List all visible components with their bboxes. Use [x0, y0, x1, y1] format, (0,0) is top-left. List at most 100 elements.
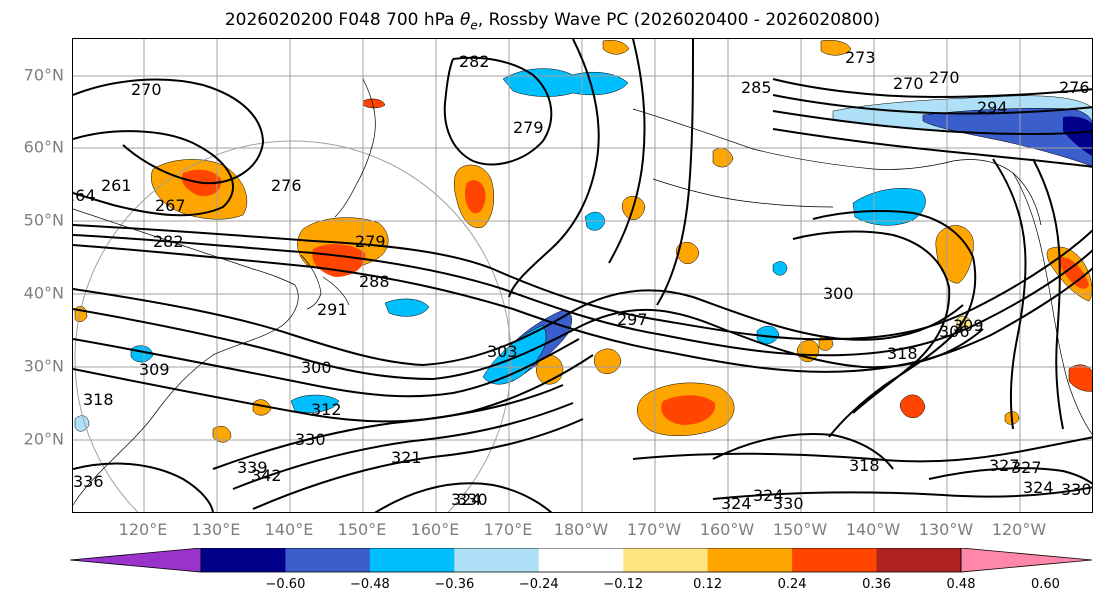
contour-label: 339	[237, 458, 268, 477]
contour-label: 267	[155, 196, 186, 215]
positive-anomaly-subtropics-core	[661, 395, 716, 425]
lat-label-50n: 50°N	[23, 210, 64, 230]
map-panel: 270 261 264 267 282 279 288 291 300 309 318 312 330 3…	[72, 38, 1093, 513]
contour-line	[73, 234, 1092, 357]
positive-anomaly-hawaii-n	[594, 348, 622, 374]
contour-line	[73, 338, 580, 398]
colorbar-bin	[876, 548, 962, 572]
contour-line	[712, 486, 1092, 500]
colorbar-bin	[285, 548, 371, 572]
contour-line	[712, 433, 894, 470]
lon-label-160w: 160°W	[699, 520, 755, 539]
negative-anomaly-nw-pacific	[502, 68, 629, 97]
contour-label: 300	[301, 358, 332, 377]
contour-line	[928, 467, 1092, 485]
contour-label: 309	[953, 316, 984, 335]
contour-line	[252, 418, 584, 510]
contour-label: 270	[893, 74, 924, 93]
lat-label-40n: 40°N	[23, 283, 64, 303]
contour-line	[812, 210, 977, 438]
contour-label: 342	[251, 466, 282, 485]
contour-label: 276	[1059, 78, 1090, 97]
positive-anomaly-small-7	[712, 148, 734, 168]
colorbar-bin	[623, 548, 709, 572]
positive-anomaly-east-sub2	[900, 394, 926, 418]
map-canvas: 270 261 264 267 282 279 288 291 300 309 318 312 330 3…	[73, 39, 1092, 512]
lon-label-140w: 140°W	[845, 520, 901, 539]
colorbar-tick-label: −0.48	[349, 577, 390, 592]
colorbar-tick-label: −0.24	[518, 577, 559, 592]
contour-label: 288	[359, 272, 390, 291]
contour-label: 324	[1023, 478, 1054, 497]
contour-line	[73, 308, 984, 381]
positive-anomaly-nw	[676, 242, 700, 264]
positive-anomaly-arctic-2	[602, 40, 630, 55]
colorbar-tick-label: 0.48	[946, 577, 976, 592]
contour-line	[656, 39, 694, 306]
contour-line	[608, 39, 646, 264]
contour-line	[772, 128, 1092, 168]
colorbar-bin	[538, 548, 624, 572]
contour-line	[443, 56, 553, 166]
contour-line	[772, 94, 1092, 115]
colorbar	[70, 548, 1093, 573]
contour-label: 282	[153, 232, 184, 251]
coastline-asia	[73, 208, 299, 506]
colorbar-tick-label: −0.12	[603, 577, 644, 592]
lon-label-170w: 170°W	[626, 520, 682, 539]
positive-anomaly-west-coast-core	[1059, 257, 1089, 289]
contour-label: 291	[317, 300, 348, 319]
lat-label-30n: 30°N	[23, 356, 64, 376]
contour-line	[73, 244, 1092, 373]
contour-label: 321	[391, 448, 422, 467]
contour-labels: 270 261 264 267 282 279 288 291 300 309 318 312 330 3…	[73, 48, 1092, 512]
lon-label-150e: 150°E	[337, 520, 387, 539]
contour-label: 261	[101, 176, 132, 195]
contour-line	[1032, 158, 1064, 430]
contour-label: 318	[849, 456, 880, 475]
theta-e-contours	[73, 39, 1092, 512]
colorbar-tick-label: 0.24	[777, 577, 807, 592]
contour-label: 276	[271, 176, 302, 195]
lon-label-180w: 180°W	[553, 520, 609, 539]
negative-anomaly-gulf-alaska	[852, 188, 926, 226]
colorbar-tick-label: 0.60	[1030, 577, 1060, 592]
colorbar-tick-label: 0.36	[862, 577, 892, 592]
colorbar-bin	[792, 548, 878, 572]
coastline-aleutians	[652, 178, 834, 208]
contour-line	[772, 78, 1092, 99]
colorbar-extend-min	[70, 548, 202, 573]
coastlines	[73, 78, 1092, 506]
negative-anomaly-coast	[772, 261, 788, 276]
contour-line	[992, 158, 1027, 430]
contour-label: 306	[939, 322, 970, 341]
contour-label: 285	[741, 78, 772, 97]
positive-anomaly-ne-pacific	[935, 225, 974, 284]
contour-label: 324	[451, 490, 482, 509]
contour-label: 300	[823, 284, 854, 303]
contour-label: 264	[73, 186, 96, 205]
lon-label-120e: 120°E	[118, 520, 168, 539]
contour-label: 324	[753, 486, 784, 505]
contour-line	[73, 130, 234, 217]
title-subscript: e	[470, 18, 478, 33]
lon-label-140e: 140°E	[264, 520, 314, 539]
contour-line	[212, 384, 564, 470]
contour-label: 312	[311, 400, 342, 419]
contour-label: 309	[139, 360, 170, 379]
contour-line	[73, 288, 964, 367]
coastline-na-west	[1012, 172, 1092, 435]
contour-line	[232, 402, 574, 490]
contour-label: 330	[1061, 480, 1092, 499]
negative-anomaly-npac-east-deep	[1063, 116, 1092, 156]
contour-label: 297	[617, 310, 648, 329]
plot-title: 2026020200 F048 700 hPa θe, Rossby Wave …	[0, 10, 1105, 32]
colorbar-tick-label: 0.12	[693, 577, 723, 592]
contour-label: 279	[355, 232, 386, 251]
anomaly-shading	[74, 40, 1092, 443]
contour-line	[73, 224, 1092, 341]
title-prefix: 2026020200 F048 700 hPa	[224, 10, 460, 30]
lat-label-70n: 70°N	[23, 65, 64, 85]
negative-anomaly-central-light	[482, 324, 547, 385]
